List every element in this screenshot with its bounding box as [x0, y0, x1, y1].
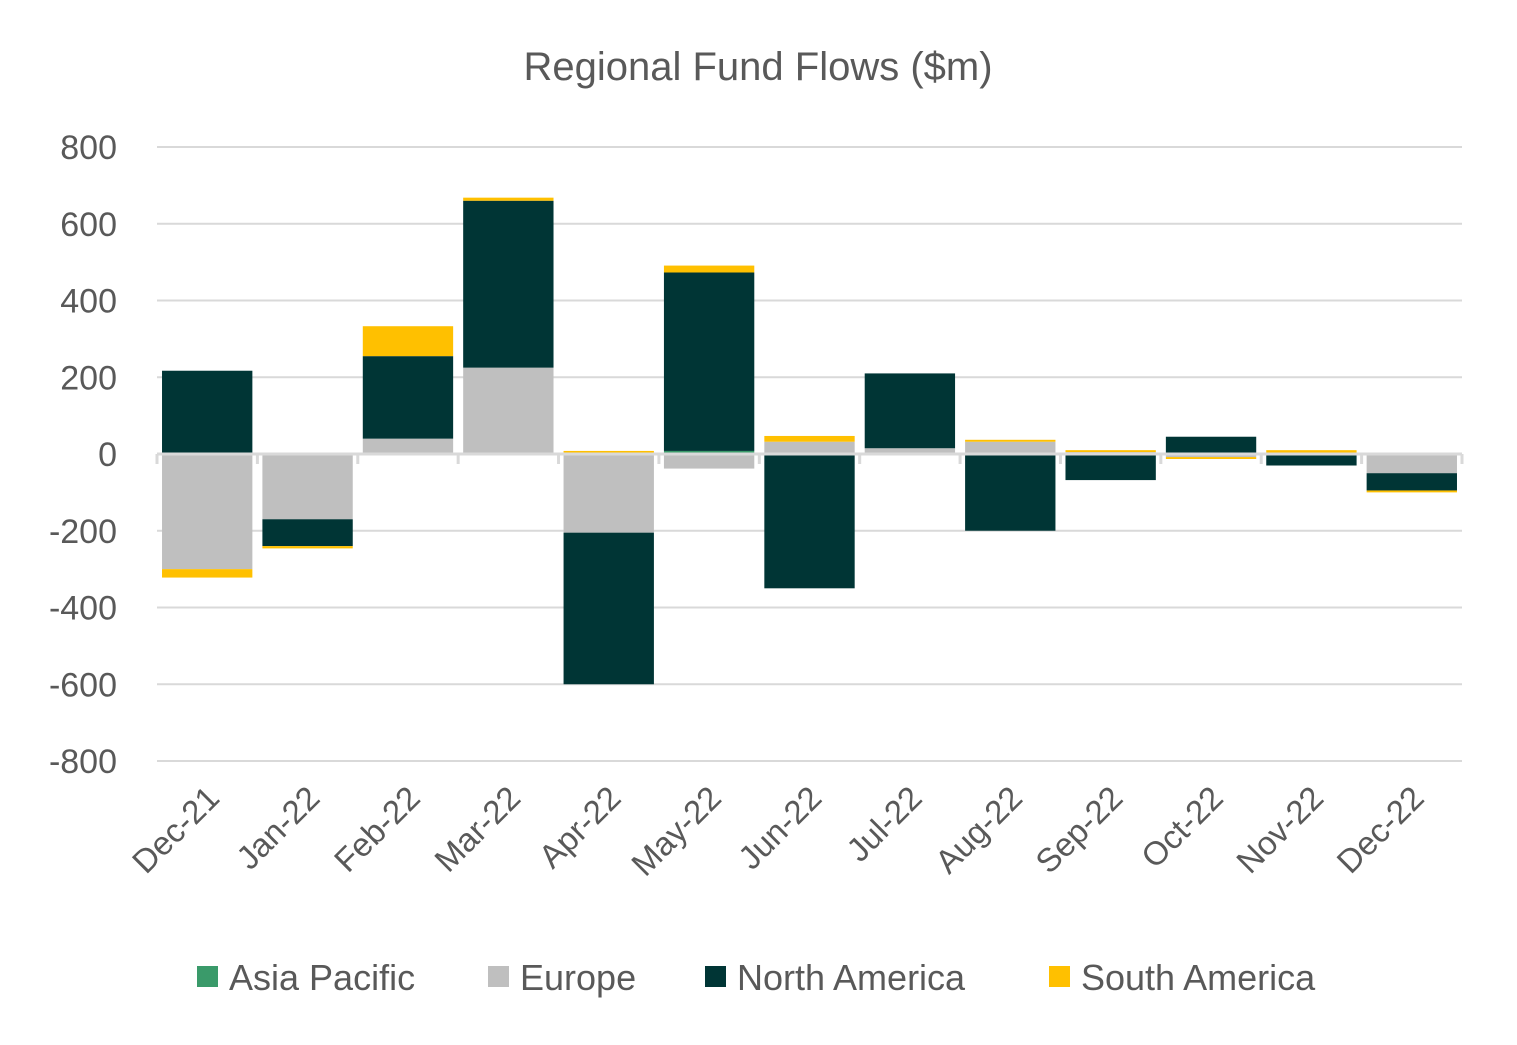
- legend-label: Asia Pacific: [229, 957, 415, 998]
- chart-title: Regional Fund Flows ($m): [523, 45, 992, 89]
- legend-item-south-america: South America: [1049, 957, 1316, 998]
- legend-swatch: [197, 966, 218, 987]
- legend: Asia Pacific Europe North America South Ame…: [197, 957, 1316, 998]
- y-tick-label: -800: [49, 743, 117, 781]
- x-tick-label: Sep-22: [1028, 779, 1129, 880]
- bar-south-america-dec-22: [1366, 490, 1457, 493]
- bar-europe-mar-22: [463, 367, 554, 454]
- bar-europe-dec-22: [1366, 454, 1457, 474]
- legend-item-north-america: North America: [705, 957, 966, 998]
- y-tick-label: -200: [49, 513, 117, 551]
- bar-europe-dec-21: [162, 454, 253, 570]
- bar-north-america-aug-22: [965, 454, 1056, 531]
- x-tick-label: May-22: [624, 779, 728, 883]
- bar-north-america-oct-22: [1165, 436, 1257, 454]
- bar-north-america-feb-22: [362, 356, 454, 439]
- x-tick-label: Mar-22: [427, 779, 527, 879]
- legend-item-asia-pacific: Asia Pacific: [197, 957, 415, 998]
- legend-swatch: [705, 966, 726, 987]
- y-tick-label: 600: [60, 206, 117, 244]
- bar-south-america-oct-22: [1165, 457, 1257, 459]
- x-tick-label: Jan-22: [229, 779, 327, 877]
- legend-swatch: [1049, 966, 1070, 987]
- bar-europe-jul-22: [864, 448, 956, 454]
- x-tick-label: Nov-22: [1229, 779, 1330, 880]
- bars: [162, 197, 1457, 685]
- bar-south-america-jan-22: [262, 546, 353, 549]
- y-tick-label: 0: [98, 436, 117, 474]
- x-tick-label: Jun-22: [731, 779, 829, 877]
- bar-north-america-dec-21: [162, 370, 253, 454]
- bar-south-america-apr-22: [563, 450, 654, 454]
- bar-north-america-mar-22: [463, 200, 554, 368]
- bar-north-america-jun-22: [764, 454, 855, 589]
- legend-swatch: [488, 966, 509, 987]
- bar-europe-aug-22: [965, 441, 1056, 454]
- x-tick-label: Jul-22: [839, 779, 929, 869]
- y-tick-label: -400: [49, 590, 117, 628]
- bar-north-america-sep-22: [1065, 454, 1156, 481]
- bar-south-america-sep-22: [1065, 450, 1156, 453]
- bar-south-america-dec-21: [162, 569, 253, 578]
- bar-north-america-may-22: [663, 272, 755, 451]
- x-tick-label: Dec-21: [125, 779, 226, 880]
- bar-north-america-dec-22: [1366, 473, 1457, 491]
- y-axis-tick-labels: 800 600 400 200 0 -200 -400 -600 -800: [49, 129, 117, 781]
- bar-europe-jan-22: [262, 454, 353, 520]
- legend-label: Europe: [520, 957, 636, 998]
- bar-south-america-may-22: [663, 265, 755, 273]
- bar-south-america-nov-22: [1266, 450, 1357, 453]
- bar-south-america-feb-22: [362, 326, 454, 357]
- y-tick-label: -600: [49, 666, 117, 704]
- x-tick-label: Feb-22: [327, 779, 427, 879]
- bar-europe-may-22: [663, 454, 755, 469]
- legend-item-europe: Europe: [488, 957, 636, 998]
- legend-label: North America: [737, 957, 966, 998]
- bar-europe-oct-22: [1165, 454, 1257, 458]
- x-tick-label: Aug-22: [928, 779, 1029, 880]
- bar-north-america-nov-22: [1266, 454, 1357, 466]
- bar-south-america-mar-22: [463, 197, 554, 201]
- bar-north-america-apr-22: [563, 532, 654, 685]
- bar-south-america-jun-22: [764, 435, 855, 442]
- bar-europe-jun-22: [764, 441, 855, 454]
- x-tick-label: Oct-22: [1134, 779, 1230, 875]
- y-tick-label: 800: [60, 129, 117, 167]
- bar-south-america-aug-22: [965, 439, 1056, 442]
- x-tick-label: Apr-22: [531, 779, 627, 875]
- legend-label: South America: [1081, 957, 1316, 998]
- y-tick-label: 200: [60, 359, 117, 397]
- bar-north-america-jan-22: [262, 519, 353, 547]
- bar-europe-feb-22: [362, 438, 454, 454]
- zero-axis: [155, 452, 1464, 464]
- bar-north-america-jul-22: [864, 373, 956, 449]
- bar-asia-pacific-may-22: [663, 450, 755, 454]
- x-tick-label: Dec-22: [1329, 779, 1430, 880]
- bar-europe-apr-22: [563, 454, 654, 533]
- y-tick-label: 400: [60, 283, 117, 321]
